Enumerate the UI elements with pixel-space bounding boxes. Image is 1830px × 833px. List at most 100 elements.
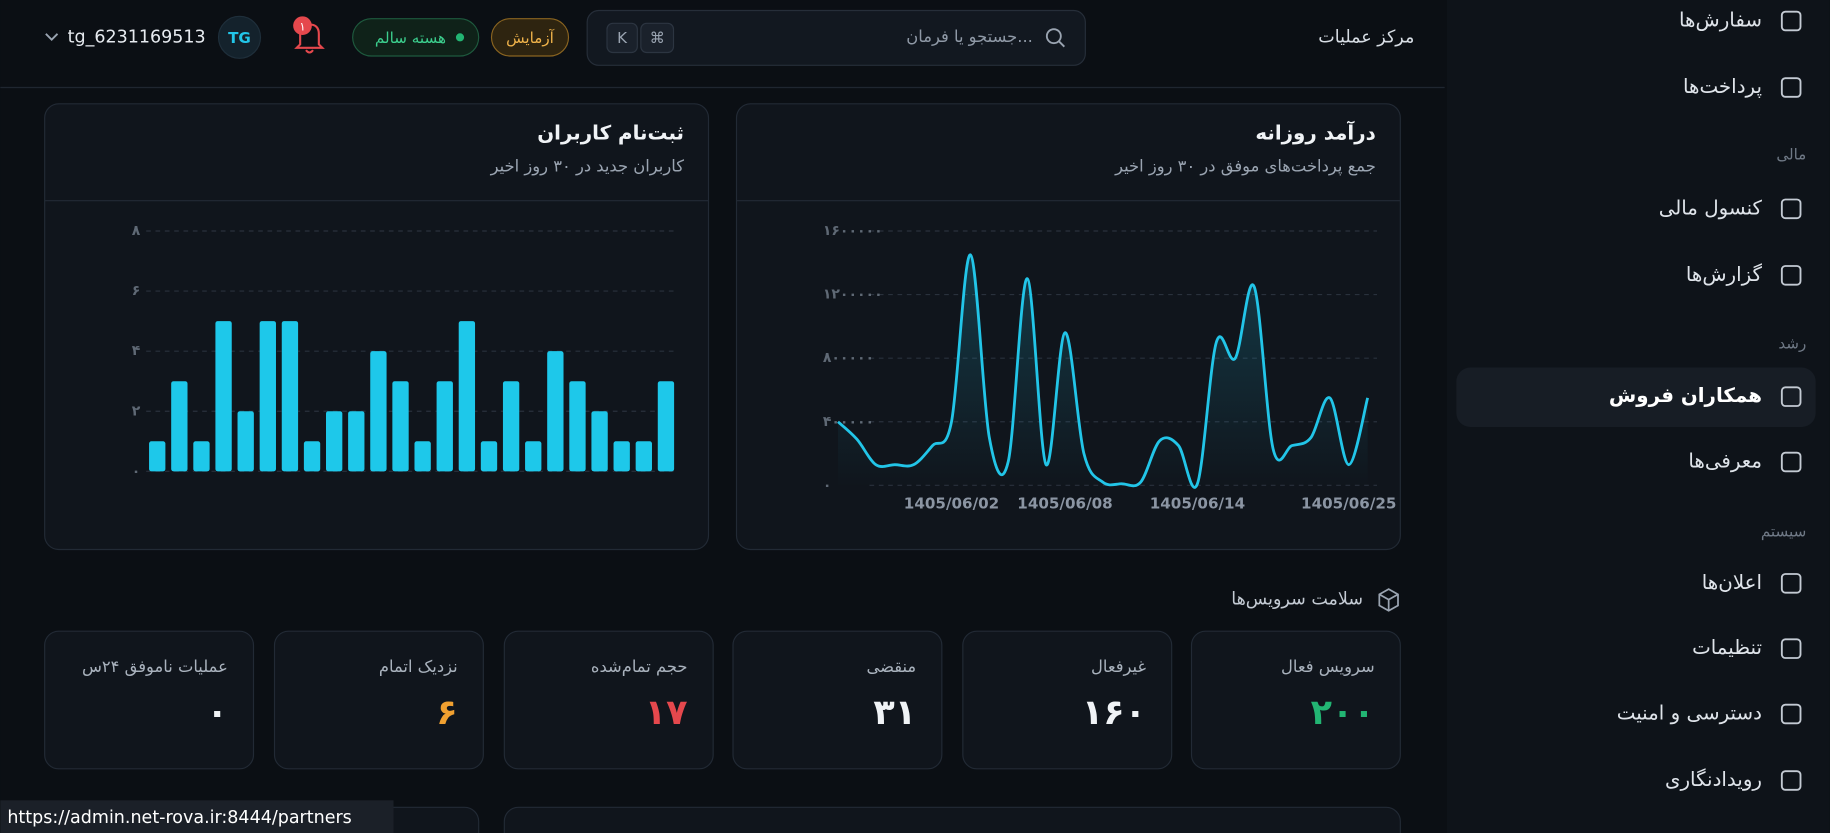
status-bar: https://admin.net-rova.ir:8444/partners	[0, 800, 394, 833]
y-tick-label: ۱۶۰۰۰۰۰	[823, 223, 883, 239]
bar	[259, 321, 276, 472]
stat-value: ۳۱	[873, 693, 916, 733]
x-tick-label: 1405/06/02	[904, 494, 999, 512]
shortcut-key	[640, 22, 675, 54]
stat-card	[44, 630, 255, 770]
stat-label: حجم تمام‌شده	[591, 657, 688, 676]
bar	[237, 411, 254, 472]
bar	[591, 411, 608, 472]
env-badge	[490, 18, 570, 57]
sidebar-item[interactable]: رویدادنگاری	[1665, 768, 1762, 791]
x-tick-label: 1405/06/08	[1017, 494, 1112, 512]
bar	[569, 381, 586, 472]
health-badge	[352, 18, 480, 57]
bar	[171, 381, 188, 472]
sidebar-icon	[1780, 198, 1802, 220]
sidebar-section-title: سیستم	[1761, 523, 1806, 541]
stat-card	[732, 630, 943, 770]
stat-label: عملیات ناموفق ۲۴س	[82, 657, 228, 677]
bar	[525, 441, 542, 472]
sidebar-item[interactable]: معرفی‌ها	[1688, 450, 1762, 473]
x-tick-label: 1405/06/25	[1301, 494, 1396, 512]
y-tick-label: ۱۲۰۰۰۰۰	[823, 287, 883, 303]
stat-label: سرویس فعال	[1281, 657, 1375, 677]
sidebar-icon	[1780, 386, 1802, 407]
bar	[348, 411, 365, 472]
line	[837, 253, 1370, 489]
sidebar-item[interactable]: کنسول مالی	[1659, 196, 1763, 219]
sidebar-icon	[1780, 770, 1802, 791]
sidebar-icon	[1780, 77, 1802, 98]
search-placeholder: جستجو یا فرمان...	[906, 27, 1033, 47]
bar	[458, 321, 476, 472]
stat-label: منقضی	[866, 657, 916, 676]
status-bar-bg	[0, 800, 394, 833]
area	[838, 254, 1368, 488]
sidebar-icon	[1780, 573, 1802, 594]
services-icon	[1378, 588, 1399, 612]
status-url: https://admin.net-rova.ir:8444/partners	[7, 808, 351, 828]
stat-card	[273, 630, 484, 770]
shortcut-key	[606, 22, 638, 54]
chart-card	[44, 103, 710, 551]
bar	[547, 351, 564, 472]
y-tick-label: ۴	[132, 343, 141, 359]
sidebar-item[interactable]: تنظیمات	[1692, 636, 1762, 659]
sidebar-item[interactable]: سفارش‌ها	[1679, 9, 1762, 32]
bar	[414, 441, 431, 472]
y-tick-label: ۰	[132, 463, 141, 479]
user-menu-chevron[interactable]	[45, 33, 59, 41]
stat-value: ۲۰۰	[1311, 693, 1375, 733]
username[interactable]: tg_6231169513	[68, 27, 206, 47]
bar	[613, 441, 630, 472]
sidebar-item[interactable]: دسترسی و امنیت	[1617, 702, 1762, 725]
stat-card	[962, 630, 1173, 770]
health-dot	[455, 33, 465, 42]
sidebar-icon	[1780, 703, 1802, 725]
bar	[193, 441, 210, 472]
sidebar-item[interactable]: اعلان‌ها	[1702, 571, 1762, 594]
card	[503, 806, 1401, 833]
bar	[436, 381, 453, 472]
chart-subtitle: کاربران جدید در ۳۰ روز اخیر	[490, 156, 685, 176]
stat-value: ۶	[436, 693, 457, 733]
stat-value: ۱۷	[645, 693, 688, 733]
search-icon	[1058, 40, 1065, 48]
bar	[326, 411, 343, 472]
services-title: سلامت سرویس‌ها	[1231, 590, 1363, 610]
bar	[303, 441, 321, 472]
stat-label: نزدیک اتمام	[379, 657, 458, 677]
sidebar-section-title: رشد	[1778, 335, 1806, 353]
notification-badge	[293, 16, 312, 35]
sidebar-item[interactable]: گزارش‌ها	[1686, 263, 1763, 286]
y-tick-label: ۴۰۰۰۰۰	[823, 414, 874, 430]
chart-title: ثبت‌نام کاربران	[537, 122, 684, 145]
avatar[interactable]	[217, 15, 262, 59]
sidebar-icon	[1780, 451, 1802, 473]
y-tick-label: ۶	[132, 283, 141, 299]
notification-count: ۱	[299, 19, 305, 33]
stat-value: ۱۶۰	[1082, 693, 1146, 733]
health-badge-label: هسته سالم	[375, 29, 446, 47]
sidebar-item[interactable]: همکاران فروش	[1609, 384, 1762, 407]
stat-value: ۰	[206, 693, 227, 733]
bar	[215, 321, 232, 472]
y-tick-label: ۸	[132, 223, 141, 239]
y-tick-label: ۲	[132, 403, 141, 419]
search-icon	[1045, 28, 1062, 45]
header-title: مرکز عملیات	[1318, 27, 1414, 47]
sidebar-item[interactable]: پرداخت‌ها	[1683, 75, 1762, 99]
sidebar-active-bg	[1456, 367, 1816, 427]
sidebar-section-title: مالی	[1776, 146, 1806, 164]
bar	[370, 351, 387, 472]
bar	[635, 441, 652, 472]
bar	[392, 381, 409, 472]
y-tick-label: ۸۰۰۰۰۰	[823, 350, 874, 366]
stat-card	[503, 630, 714, 770]
y-tick-label: ۰	[823, 477, 832, 493]
x-tick-label: 1405/06/14	[1150, 494, 1245, 512]
sidebar-icon	[1780, 10, 1802, 32]
search-box[interactable]	[586, 9, 1086, 66]
